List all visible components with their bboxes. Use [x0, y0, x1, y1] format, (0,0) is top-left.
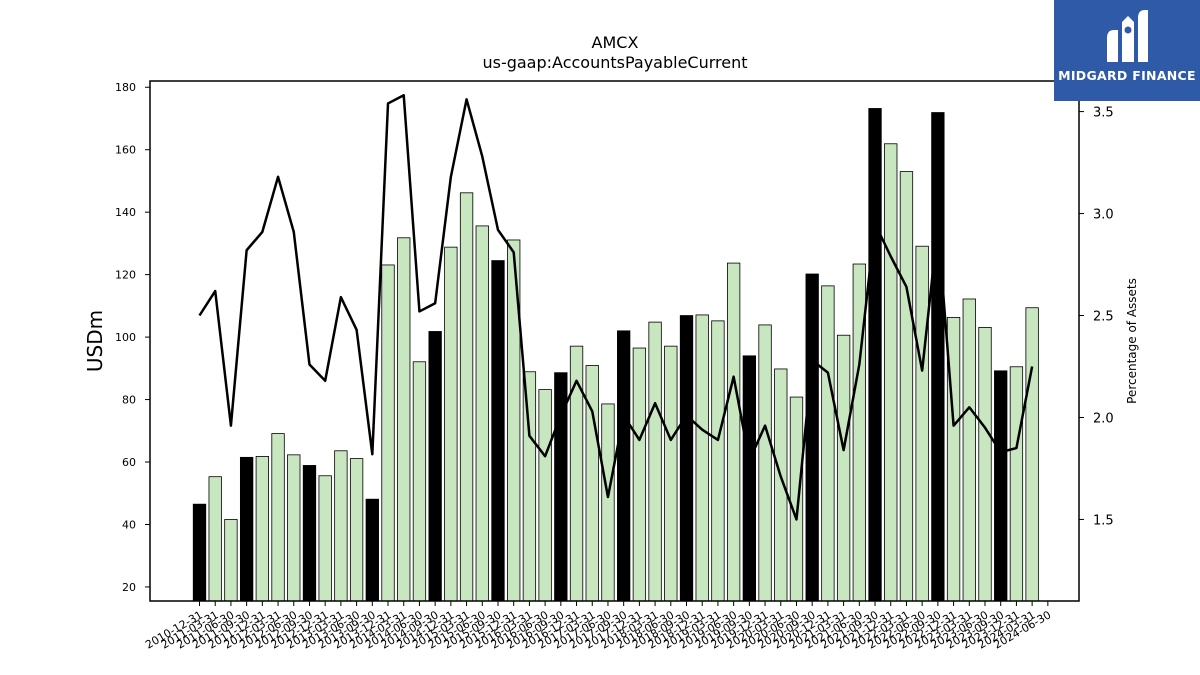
bar	[224, 519, 238, 602]
right-axis-ticks: 1.5 2.0 2.5 3.0 3.5	[1079, 106, 1114, 528]
bar	[648, 321, 662, 602]
left-axis-ticks: 20 40 60 80 100 120 140 160 180	[115, 81, 150, 594]
bar	[931, 112, 945, 602]
y-tick-label: 180	[115, 81, 136, 94]
bar	[538, 389, 552, 602]
bar	[695, 314, 709, 602]
bar	[444, 246, 458, 602]
y-tick-label: 100	[115, 331, 136, 344]
y2-tick-label: 2.0	[1093, 411, 1114, 426]
y-tick-label: 120	[115, 269, 136, 282]
bar	[632, 347, 647, 602]
bar	[287, 454, 301, 602]
bar	[318, 475, 332, 602]
x-axis-ticks: 2010-12-312011-03-312011-06-302011-09-30…	[143, 601, 1053, 652]
bar	[978, 327, 992, 602]
midgard-m-icon	[1107, 10, 1148, 62]
bar	[365, 498, 379, 602]
bar	[679, 315, 694, 602]
y-axis-label: USDm	[83, 310, 107, 372]
bars-layer	[192, 108, 1039, 602]
bar	[271, 433, 285, 602]
percentage-line	[198, 94, 1034, 521]
bar	[726, 262, 741, 602]
line-layer	[198, 94, 1034, 521]
y-tick-label: 60	[122, 456, 136, 469]
bar	[742, 355, 756, 602]
y-tick-label: 160	[115, 144, 136, 157]
bar	[836, 334, 851, 602]
bar	[412, 361, 427, 602]
bar	[915, 245, 929, 602]
bar	[1025, 307, 1039, 602]
bar	[239, 456, 254, 602]
bar	[349, 458, 364, 602]
bar	[334, 450, 348, 602]
bar	[1009, 366, 1024, 602]
chart-subtitle: us-gaap:AccountsPayableCurrent	[482, 53, 747, 72]
bar	[428, 331, 442, 602]
bar	[758, 324, 772, 602]
bar	[821, 285, 835, 602]
bar	[601, 403, 615, 602]
bar	[868, 108, 882, 602]
y2-tick-label: 3.0	[1093, 208, 1114, 223]
y-tick-label: 40	[122, 518, 136, 531]
y-tick-label: 20	[122, 581, 136, 594]
y-tick-label: 80	[122, 394, 136, 407]
bar	[569, 345, 584, 602]
y2-axis-label: Percentage of Assets	[1125, 278, 1139, 404]
bar	[459, 192, 474, 602]
bar	[475, 225, 489, 602]
chart-title: AMCX	[592, 33, 639, 52]
y2-tick-label: 3.5	[1093, 106, 1114, 121]
bar	[192, 503, 207, 602]
bar	[381, 264, 395, 602]
bar	[522, 371, 537, 602]
bar	[789, 396, 804, 602]
y2-tick-label: 2.5	[1093, 310, 1114, 325]
brand-logo: MIDGARD FINANCE	[1054, 0, 1200, 101]
plot-frame	[149, 80, 1080, 602]
bar	[994, 370, 1008, 602]
bar	[491, 260, 505, 602]
bar	[805, 273, 819, 602]
y-tick-label: 140	[115, 206, 136, 219]
bar	[664, 345, 678, 602]
bar	[397, 237, 411, 602]
bar	[255, 455, 269, 602]
bar	[617, 330, 631, 602]
bar	[711, 320, 725, 602]
bar	[884, 143, 898, 602]
y2-tick-label: 1.5	[1093, 513, 1114, 528]
bar	[962, 298, 976, 602]
brand-name: MIDGARD FINANCE	[1058, 68, 1196, 83]
bar	[302, 465, 317, 602]
bar	[208, 476, 222, 602]
bar	[899, 171, 914, 602]
